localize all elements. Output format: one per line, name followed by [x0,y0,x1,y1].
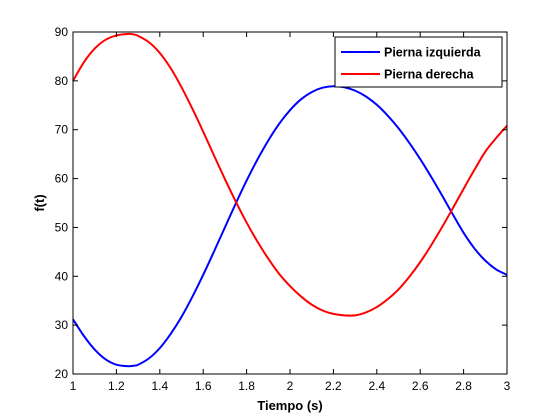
x-tick-label: 1.8 [238,379,255,393]
legend-label-pierna-izquierda: Pierna izquierda [384,46,482,60]
y-tick-label: 30 [55,318,69,332]
y-axis-label: f(t) [32,194,47,211]
x-tick-label: 1 [70,379,77,393]
x-tick-label: 3 [504,379,511,393]
y-tick-label: 90 [55,25,69,39]
x-tick-label: 1.4 [151,379,168,393]
y-tick-label: 80 [55,74,69,88]
y-tick-label: 20 [55,367,69,381]
series-line-pierna-derecha [72,32,508,317]
x-tick-label: 2.8 [455,379,472,393]
y-tick-label: 60 [55,172,69,186]
legend-box [334,36,503,88]
plot-frame [72,31,508,375]
plot-area [73,32,507,374]
series-line-pierna-izquierda [72,85,508,368]
x-tick-label: 1.6 [195,379,212,393]
ticks-layer: 1 1.2 1.4 1.6 1.8 2 2.2 2.4 2.6 2.8 3 20 30 40 50 60 70 8… [55,25,511,393]
x-tick-label: 2.2 [325,379,342,393]
series-layer [72,32,508,368]
y-tick-label: 50 [55,220,69,234]
y-tick-label: 40 [55,269,69,283]
x-axis-label: Tiempo (s) [257,398,323,413]
x-tick-label: 2 [287,379,294,393]
x-tick-label: 2.4 [368,379,385,393]
x-tick-label: 2.6 [412,379,429,393]
legend: Pierna izquierda Pierna derecha [334,36,503,88]
x-tick-label: 1.2 [108,379,125,393]
legend-label-pierna-derecha: Pierna derecha [384,68,475,82]
y-tick-label: 70 [55,123,69,137]
